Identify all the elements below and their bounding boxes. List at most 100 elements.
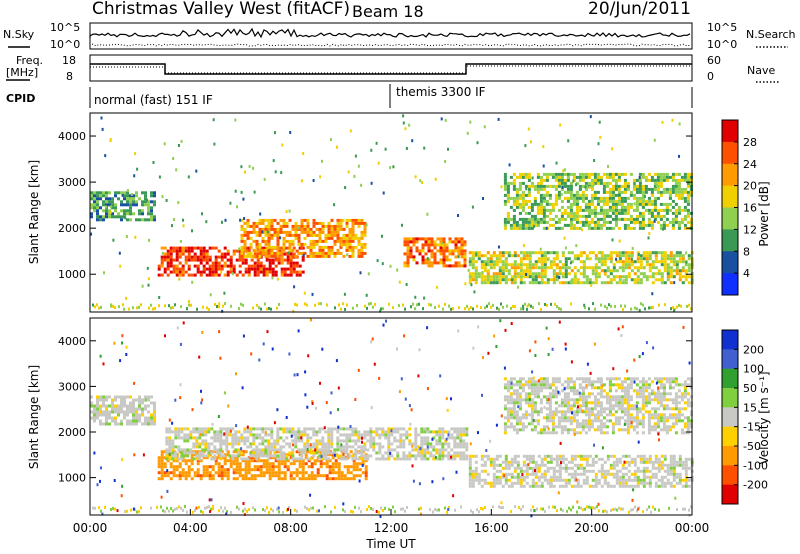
heatmap-cell [291, 457, 295, 461]
heatmap-cell [274, 273, 278, 277]
heatmap-cell [300, 430, 304, 434]
heatmap-cell [554, 407, 558, 411]
heatmap-cell [606, 484, 610, 488]
heatmap-cell [150, 206, 153, 210]
heatmap-cell [516, 454, 520, 458]
heatmap-cell [399, 442, 403, 446]
heatmap-cell [545, 425, 549, 429]
heatmap-cell [641, 211, 645, 215]
heatmap-cell [657, 478, 661, 482]
heatmap-cell [433, 255, 437, 259]
heatmap-cell [303, 251, 307, 255]
heatmap-cell [147, 206, 150, 210]
heatmap-cell [144, 395, 147, 399]
heatmap-cell [481, 270, 484, 274]
heatmap-cell [497, 117, 500, 121]
heatmap-cell [358, 462, 362, 466]
heatmap-cell [243, 227, 247, 231]
heatmap-cell [252, 227, 256, 231]
heatmap-cell [333, 251, 337, 255]
heatmap-cell [627, 460, 631, 464]
heatmap-cell [153, 215, 156, 219]
heatmap-cell [650, 223, 654, 227]
heatmap-cell [132, 404, 135, 408]
heatmap-cell [126, 209, 129, 213]
heatmap-cell [638, 172, 642, 176]
heatmap-cell [466, 304, 468, 308]
heatmap-cell [468, 278, 472, 282]
heatmap-cell [289, 474, 293, 478]
heatmap-cell [671, 223, 675, 227]
heatmap-cell [276, 245, 280, 249]
heatmap-cell [608, 208, 612, 212]
heatmap-cell [551, 422, 555, 426]
heatmap-cell [144, 398, 147, 402]
heatmap-cell [312, 442, 316, 446]
heatmap-cell [280, 270, 284, 274]
heatmap-cell [624, 481, 628, 485]
heatmap-cell [531, 251, 535, 255]
heatmap-cell [555, 251, 559, 255]
heatmap-cell [621, 260, 625, 264]
heatmap-cell [503, 181, 507, 185]
heatmap-cell [681, 484, 685, 488]
heatmap-cell [289, 131, 292, 134]
heatmap-cell [604, 273, 607, 277]
heatmap-cell [414, 448, 418, 452]
heatmap-cell [126, 203, 129, 207]
heatmap-cell [321, 436, 325, 440]
heatmap-cell [181, 249, 185, 253]
heatmap-cell [557, 184, 561, 188]
heatmap-cell [630, 457, 634, 461]
heatmap-cell [585, 460, 589, 464]
heatmap-cell [548, 172, 552, 176]
heatmap-cell [309, 448, 313, 452]
heatmap-cell [238, 255, 242, 259]
heatmap-cell [253, 261, 257, 265]
heatmap-cell [635, 196, 639, 200]
heatmap-cell [536, 422, 540, 426]
heatmap-cell [264, 445, 268, 449]
heatmap-cell [473, 290, 476, 294]
heatmap-cell [675, 460, 679, 464]
heatmap-cell [448, 264, 452, 268]
heatmap-cell [327, 442, 331, 446]
heatmap-cell [306, 457, 310, 461]
heatmap-cell [587, 401, 591, 405]
heatmap-cell [174, 445, 178, 449]
heatmap-cell [378, 427, 382, 431]
heatmap-cell [515, 175, 519, 179]
heatmap-cell [357, 457, 361, 461]
heatmap-cell [357, 218, 361, 222]
heatmap-cell [295, 450, 299, 454]
heatmap-cell [255, 433, 259, 437]
heatmap-cell [122, 303, 124, 307]
heatmap-cell [134, 152, 137, 156]
heatmap-cell [355, 465, 359, 469]
heatmap-cell [588, 278, 592, 282]
heatmap-cell [125, 296, 127, 300]
heatmap-cell [415, 240, 419, 244]
heatmap-cell [522, 263, 526, 267]
heatmap-cell [548, 413, 552, 417]
heatmap-cell [132, 419, 135, 423]
heatmap-cell [674, 178, 678, 182]
heatmap-cell [138, 419, 141, 423]
heatmap-cell [309, 239, 313, 243]
heatmap-cell [114, 395, 117, 399]
heatmap-cell [600, 466, 604, 470]
heatmap-cell [255, 427, 259, 431]
heatmap-cell [424, 261, 428, 265]
heatmap-cell [575, 422, 579, 426]
heatmap-cell [566, 377, 570, 381]
heatmap-cell [462, 427, 466, 431]
heatmap-cell [196, 258, 200, 262]
heatmap-cell [150, 209, 153, 213]
heatmap-cell [633, 272, 637, 276]
heatmap-cell [178, 450, 182, 454]
heatmap-cell [507, 466, 511, 470]
heatmap-cell [585, 278, 589, 282]
heatmap-cell [563, 404, 567, 408]
heatmap-cell [630, 460, 634, 464]
heatmap-cell [202, 468, 206, 472]
